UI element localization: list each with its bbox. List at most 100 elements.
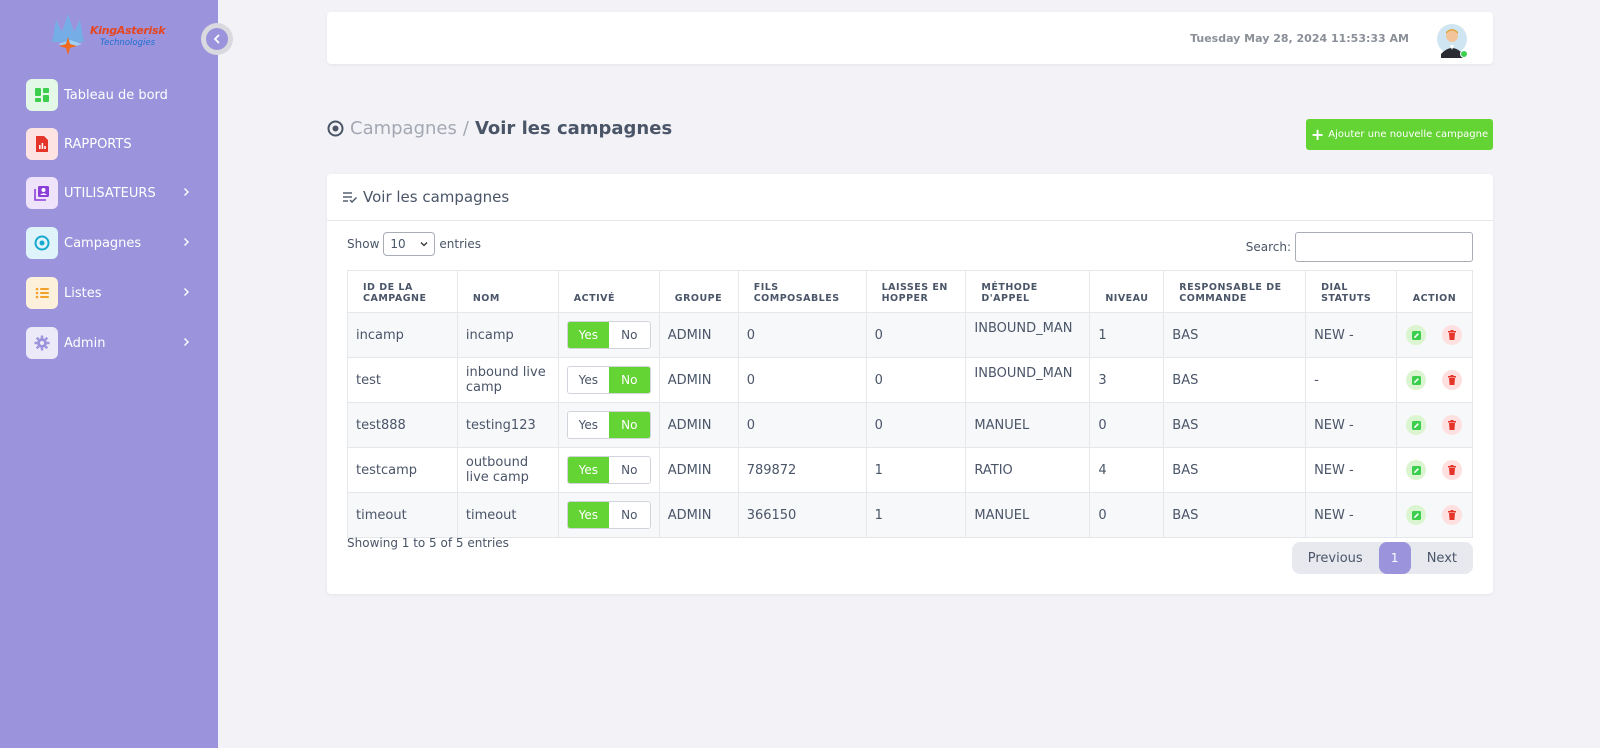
delete-button[interactable]: [1442, 460, 1463, 480]
next-button[interactable]: Next: [1426, 550, 1457, 566]
toggle-yes[interactable]: Yes: [567, 412, 609, 438]
campaign-id-cell: test: [347, 357, 458, 403]
toggle-no[interactable]: No: [608, 412, 650, 438]
sidebar-item-admin[interactable]: Admin: [26, 326, 198, 360]
table-header-row: ID DE LA CAMPAGNE NOM ACTIVÉ GROUPE FILS…: [347, 270, 1474, 313]
active-toggle[interactable]: Yes No: [566, 321, 651, 349]
campaign-id-cell: incamp: [347, 312, 458, 358]
column-header[interactable]: NIVEAU: [1089, 270, 1165, 313]
dialable-leads-cell: 366150: [737, 492, 867, 538]
edit-button[interactable]: [1406, 370, 1427, 390]
edit-icon: [1411, 465, 1421, 475]
sidebar-item-listes[interactable]: Listes: [26, 276, 198, 310]
table-row: test888 testing123 Yes No ADMIN 0 0 MANUEL 0 B…: [347, 402, 1474, 448]
dial-method-cell: MANUEL: [965, 402, 1091, 448]
table-row: testcamp outbound live camp Yes No ADMIN 7…: [347, 447, 1474, 493]
level-cell: 0: [1089, 492, 1165, 538]
chevron-left-icon: [213, 34, 220, 44]
column-header[interactable]: ACTIVÉ: [557, 270, 660, 313]
sidebar-item-utilisateurs[interactable]: UTILISATEURS: [26, 176, 198, 210]
trash-icon: [1448, 465, 1457, 475]
column-header[interactable]: MÉTHODE D'APPEL: [965, 270, 1091, 313]
manager-cell: BAS: [1163, 402, 1307, 448]
show-label: Show: [347, 237, 380, 251]
active-toggle[interactable]: Yes No: [566, 456, 651, 484]
gear-icon: [26, 327, 58, 359]
edit-icon: [1411, 420, 1421, 430]
campaign-id-cell: testcamp: [347, 447, 458, 493]
chevron-right-icon: [184, 288, 189, 296]
dialable-leads-cell: 789872: [737, 447, 867, 493]
delete-button[interactable]: [1442, 415, 1463, 435]
column-header[interactable]: NOM: [456, 270, 559, 313]
breadcrumb-separator: /: [462, 118, 469, 139]
active-toggle[interactable]: Yes No: [566, 501, 651, 529]
dashboard-icon: [26, 79, 58, 111]
active-toggle[interactable]: Yes No: [566, 411, 651, 439]
dial-method-cell: INBOUND_MAN: [965, 357, 1091, 403]
edit-button[interactable]: [1406, 460, 1427, 480]
hopper-cell: 1: [865, 492, 967, 538]
toggle-yes[interactable]: Yes: [567, 322, 609, 348]
active-cell: Yes No: [557, 402, 660, 448]
toggle-yes[interactable]: Yes: [567, 367, 609, 393]
column-header[interactable]: FILS COMPOSABLES: [737, 270, 867, 313]
manager-cell: BAS: [1163, 492, 1307, 538]
chevron-right-icon: [184, 238, 189, 246]
add-campaign-button[interactable]: + Ajouter une nouvelle campagne: [1306, 119, 1493, 150]
delete-button[interactable]: [1442, 505, 1463, 525]
add-campaign-label: Ajouter une nouvelle campagne: [1328, 129, 1489, 140]
sidebar-item-campagnes[interactable]: Campagnes: [26, 226, 198, 260]
toggle-yes[interactable]: Yes: [567, 502, 609, 528]
campaigns-card: Voir les campagnes Show 10 entries Searc…: [327, 174, 1493, 594]
sidebar-item-label: Tableau de bord: [64, 87, 168, 103]
edit-button[interactable]: [1406, 325, 1427, 345]
target-icon: [327, 120, 344, 137]
toggle-no[interactable]: No: [608, 367, 650, 393]
edit-button[interactable]: [1406, 415, 1427, 435]
avatar[interactable]: [1437, 24, 1468, 58]
action-cell: [1395, 492, 1474, 538]
toggle-no[interactable]: No: [608, 457, 650, 483]
delete-button[interactable]: [1442, 325, 1463, 345]
sidebar-item-rapports[interactable]: RAPPORTS: [26, 127, 198, 161]
hopper-cell: 1: [865, 447, 967, 493]
level-cell: 4: [1089, 447, 1165, 493]
sidebar-item-label: UTILISATEURS: [64, 185, 156, 201]
page-button-1[interactable]: 1: [1378, 542, 1411, 574]
list-check-icon: [343, 192, 357, 203]
breadcrumb-parent[interactable]: Campagnes: [350, 118, 457, 139]
column-header[interactable]: ID DE LA CAMPAGNE: [347, 270, 458, 313]
dialable-leads-cell: 0: [737, 312, 867, 358]
sidebar-item-tableau-de-bord[interactable]: Tableau de bord: [26, 78, 198, 112]
active-cell: Yes No: [557, 357, 660, 403]
action-cell: [1395, 357, 1474, 403]
brand-logo[interactable]: KingAsterisk Technologies: [48, 12, 166, 58]
edit-button[interactable]: [1406, 505, 1427, 525]
column-header[interactable]: DIAL STATUTS: [1305, 270, 1397, 313]
sidebar-collapse-button[interactable]: [201, 23, 233, 55]
search-input[interactable]: [1295, 232, 1473, 262]
toggle-no[interactable]: No: [608, 502, 650, 528]
page-length-select[interactable]: 10: [383, 232, 436, 256]
campaign-name-cell: testing123: [456, 402, 559, 448]
action-cell: [1395, 312, 1474, 358]
hopper-cell: 0: [865, 312, 967, 358]
plus-icon: +: [1310, 124, 1325, 144]
campaign-name-cell: timeout: [456, 492, 559, 538]
edit-icon: [1411, 375, 1421, 385]
active-cell: Yes No: [557, 492, 660, 538]
manager-cell: BAS: [1163, 447, 1307, 493]
campaign-name-cell: incamp: [456, 312, 559, 358]
column-header[interactable]: GROUPE: [658, 270, 739, 313]
column-header[interactable]: LAISSES EN HOPPER: [865, 270, 967, 313]
previous-button[interactable]: Previous: [1307, 550, 1363, 566]
toggle-no[interactable]: No: [608, 322, 650, 348]
pagination: Previous 1 Next: [1291, 542, 1473, 574]
toggle-yes[interactable]: Yes: [567, 457, 609, 483]
delete-button[interactable]: [1442, 370, 1463, 390]
column-header[interactable]: RESPONSABLE DE COMMANDE: [1163, 270, 1307, 313]
dialable-leads-cell: 0: [737, 402, 867, 448]
campaign-name-cell: inbound live camp: [456, 357, 559, 403]
active-toggle[interactable]: Yes No: [566, 366, 651, 394]
